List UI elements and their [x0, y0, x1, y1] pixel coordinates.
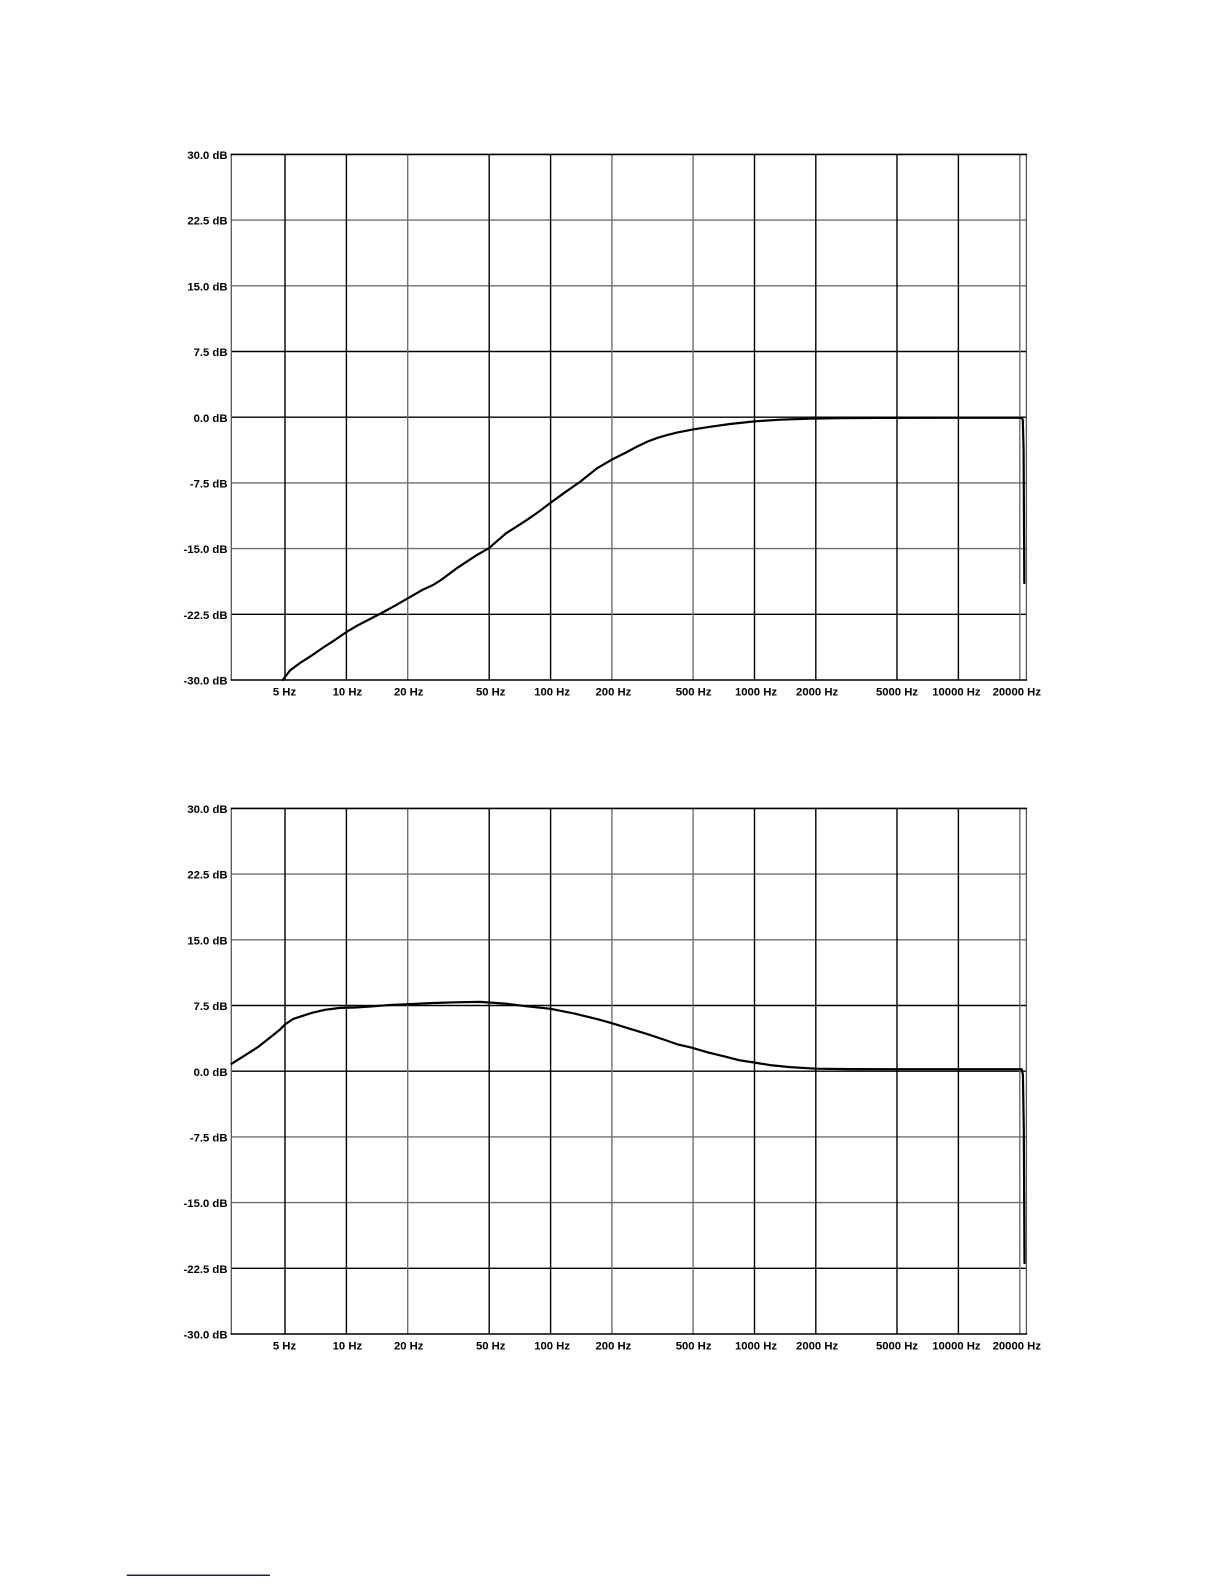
svg-text:22.5 dB: 22.5 dB [187, 870, 227, 882]
svg-text:50 Hz: 50 Hz [476, 1341, 506, 1353]
svg-text:10 Hz: 10 Hz [333, 1341, 363, 1353]
svg-text:20 Hz: 20 Hz [394, 687, 424, 699]
svg-text:5 Hz: 5 Hz [273, 1341, 297, 1353]
svg-text:20 Hz: 20 Hz [394, 1341, 424, 1353]
svg-text:100 Hz: 100 Hz [534, 1341, 570, 1353]
svg-text:200 Hz: 200 Hz [596, 1341, 632, 1353]
svg-text:1000 Hz: 1000 Hz [735, 687, 777, 699]
svg-text:30.0 dB: 30.0 dB [187, 804, 227, 816]
svg-text:5000 Hz: 5000 Hz [876, 687, 918, 699]
svg-text:1000 Hz: 1000 Hz [735, 1341, 777, 1353]
svg-text:500 Hz: 500 Hz [676, 1341, 712, 1353]
svg-text:20000 Hz: 20000 Hz [993, 687, 1042, 699]
svg-text:0.0 dB: 0.0 dB [194, 413, 228, 425]
svg-text:-22.5 dB: -22.5 dB [184, 610, 228, 622]
svg-text:500 Hz: 500 Hz [676, 687, 712, 699]
svg-text:-7.5 dB: -7.5 dB [190, 1133, 228, 1145]
svg-text:-22.5 dB: -22.5 dB [184, 1264, 228, 1276]
svg-text:-15.0 dB: -15.0 dB [184, 544, 228, 556]
svg-text:7.5 dB: 7.5 dB [194, 347, 228, 359]
svg-text:10000 Hz: 10000 Hz [932, 1341, 981, 1353]
svg-text:50 Hz: 50 Hz [476, 687, 506, 699]
svg-text:2000 Hz: 2000 Hz [796, 687, 838, 699]
svg-text:22.5 dB: 22.5 dB [187, 216, 227, 228]
svg-text:-30.0 dB: -30.0 dB [184, 676, 228, 688]
svg-text:100 Hz: 100 Hz [534, 687, 570, 699]
svg-text:5 Hz: 5 Hz [273, 687, 297, 699]
svg-text:-15.0 dB: -15.0 dB [184, 1198, 228, 1210]
svg-text:30.0 dB: 30.0 dB [187, 150, 227, 162]
svg-text:5000 Hz: 5000 Hz [876, 1341, 918, 1353]
svg-text:10000 Hz: 10000 Hz [932, 687, 981, 699]
svg-text:-30.0 dB: -30.0 dB [184, 1330, 228, 1342]
svg-text:10 Hz: 10 Hz [333, 687, 363, 699]
svg-text:200 Hz: 200 Hz [596, 687, 632, 699]
svg-text:0.0 dB: 0.0 dB [194, 1067, 228, 1079]
svg-text:2000 Hz: 2000 Hz [796, 1341, 838, 1353]
svg-text:-7.5 dB: -7.5 dB [190, 479, 228, 491]
svg-text:20000 Hz: 20000 Hz [993, 1341, 1042, 1353]
svg-text:15.0 dB: 15.0 dB [187, 281, 227, 293]
svg-text:7.5 dB: 7.5 dB [194, 1001, 228, 1013]
svg-text:15.0 dB: 15.0 dB [187, 935, 227, 947]
